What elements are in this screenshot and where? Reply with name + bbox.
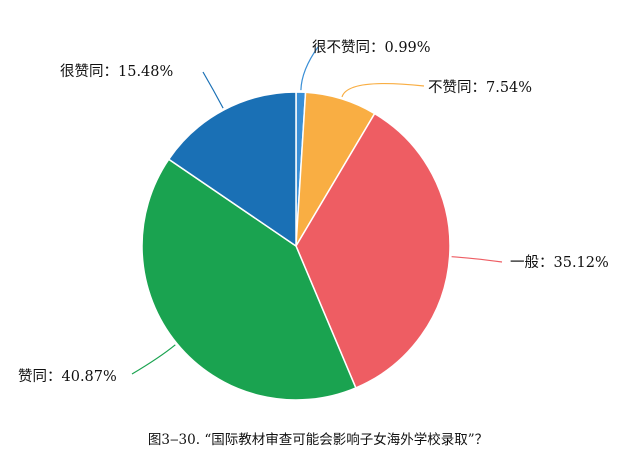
label-very-agree: 很赞同：15.48% — [60, 63, 173, 80]
slice-agree — [141, 158, 357, 401]
slice-very-agree — [167, 91, 297, 248]
slice-neutral — [295, 112, 451, 389]
label-neutral: 一般：35.12% — [510, 254, 609, 271]
leader-line — [341, 82, 425, 98]
label-disagree: 不赞同：7.54% — [428, 79, 532, 96]
label-agree: 赞同：40.87% — [18, 368, 117, 385]
leader-line — [131, 344, 176, 375]
figure-caption: 图3‒30. “国际教材审查可能会影响子女海外学校录取”？ — [147, 432, 489, 448]
leader-line — [300, 46, 319, 91]
leader-line — [202, 71, 224, 109]
leader-line — [451, 256, 503, 263]
label-very-disagree: 很不赞同：0.99% — [312, 39, 431, 56]
